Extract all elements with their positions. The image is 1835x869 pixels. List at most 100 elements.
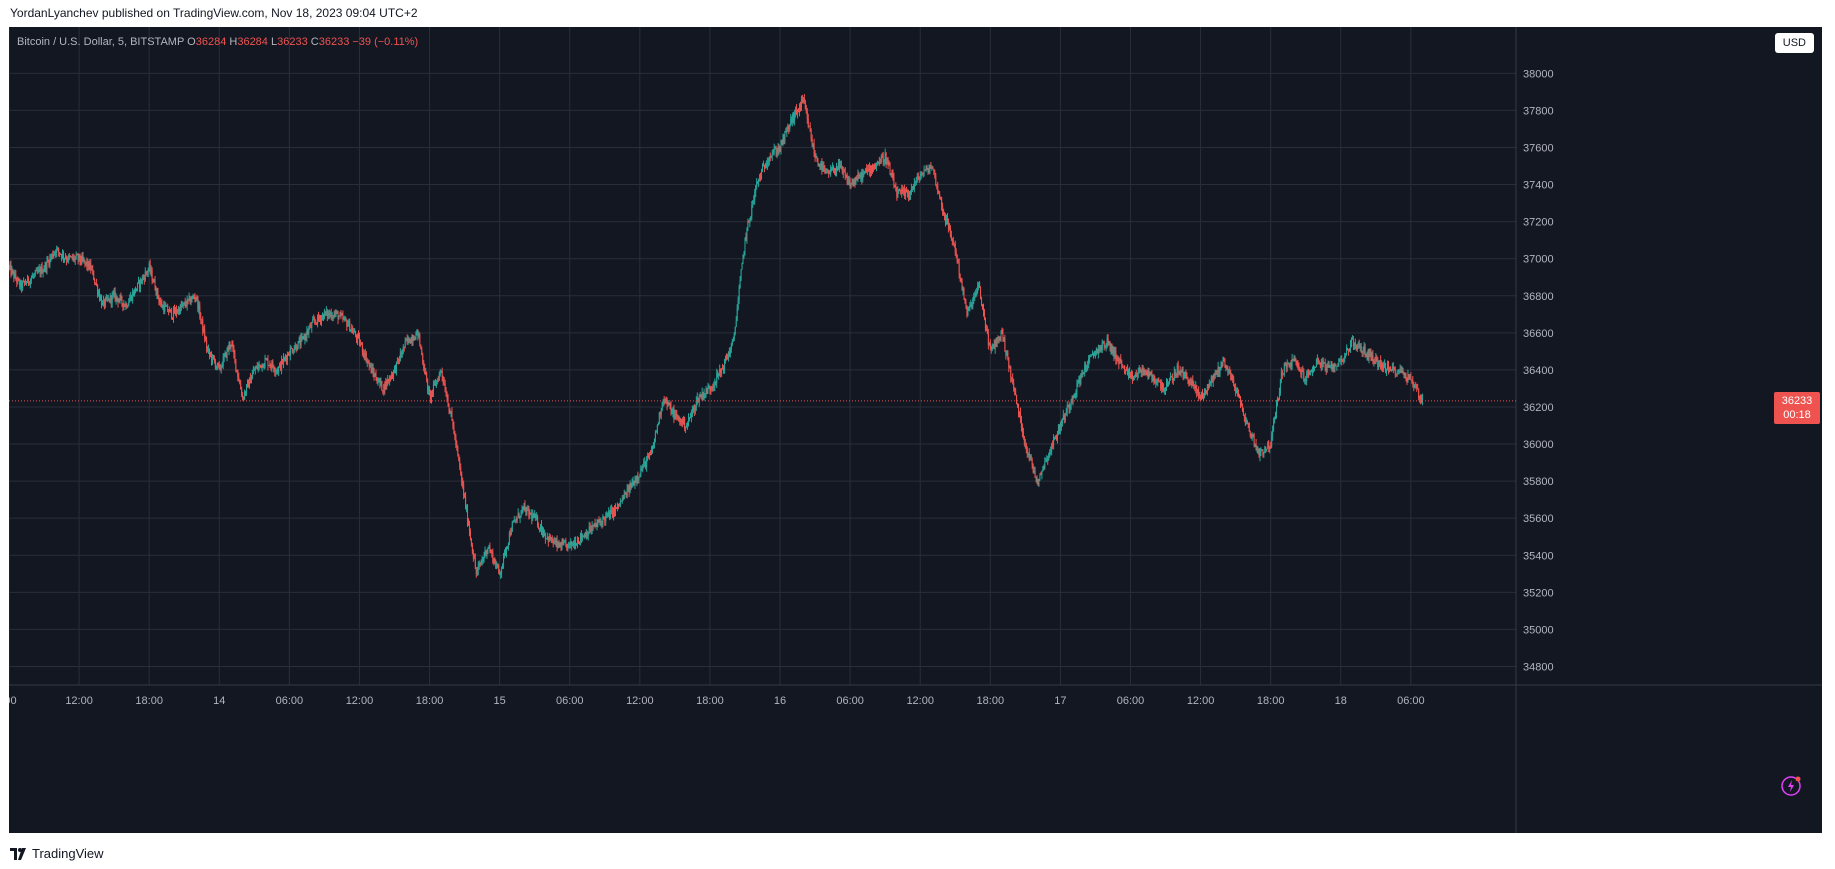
candle-body — [450, 411, 452, 413]
candle-body — [1055, 437, 1057, 439]
candle-body — [803, 98, 805, 103]
candle-body — [1130, 374, 1132, 375]
candle-body — [1085, 364, 1087, 371]
candle-body — [376, 379, 378, 384]
candle-body — [971, 304, 973, 308]
candle-body — [102, 299, 104, 303]
candle-body — [1139, 368, 1141, 373]
candle-body — [480, 562, 482, 565]
candle-body — [1328, 365, 1330, 367]
candle-body — [68, 255, 70, 257]
candle-body — [195, 297, 197, 299]
candle-body — [666, 401, 668, 406]
candle-body — [46, 260, 48, 270]
candle-body — [1318, 362, 1320, 364]
price-chart[interactable]: 3480035000352003540035600358003600036200… — [9, 27, 1822, 833]
candle-body — [254, 368, 256, 371]
candle-body — [809, 126, 811, 132]
candle-body — [960, 277, 962, 282]
candle-body — [629, 483, 631, 492]
candle-body — [241, 389, 243, 396]
candle-body — [1103, 341, 1105, 347]
candle-body — [1352, 338, 1354, 347]
candle-body — [230, 344, 232, 348]
candle-body — [1229, 370, 1231, 373]
candle-body — [851, 181, 853, 184]
candle-body — [681, 419, 683, 424]
candle-body — [596, 523, 598, 526]
candle-body — [760, 176, 762, 180]
candle-body — [658, 412, 660, 424]
candle-body — [414, 339, 416, 341]
candle-body — [946, 218, 948, 224]
candle-body — [1287, 363, 1289, 365]
candle-body — [114, 291, 116, 300]
candle-body — [274, 370, 276, 372]
candle-body — [578, 539, 580, 543]
candle-body — [264, 359, 266, 367]
candle-body — [1100, 345, 1102, 351]
candle-body — [567, 543, 569, 550]
candle-body — [95, 282, 97, 284]
candle-body — [1384, 363, 1386, 366]
candle-body — [277, 370, 279, 373]
candle-body — [1041, 470, 1043, 475]
currency-button[interactable]: USD — [1774, 33, 1814, 53]
candle-body — [1407, 374, 1409, 381]
candle-body — [550, 537, 552, 541]
candle-body — [485, 550, 487, 556]
candle-body — [1115, 350, 1117, 360]
x-tick-label: 18:00 — [696, 695, 724, 707]
candle-body — [593, 523, 595, 527]
candle-body — [312, 319, 314, 323]
legend-high-label: H — [229, 36, 238, 48]
candle-body — [1262, 449, 1264, 455]
candle-body — [273, 366, 275, 371]
candle-body — [758, 178, 760, 183]
candle-body — [1118, 358, 1120, 364]
candle-body — [1196, 385, 1198, 393]
candle-body — [810, 131, 812, 140]
candle-body — [461, 473, 463, 482]
candle-body — [1288, 363, 1290, 367]
candle-body — [607, 513, 609, 516]
candle-body — [1069, 405, 1071, 410]
candle-body — [1105, 345, 1107, 347]
candle-body — [619, 500, 621, 506]
candle-body — [775, 148, 777, 155]
footer-brand[interactable]: TradingView — [10, 846, 104, 861]
candle-body — [1401, 370, 1403, 373]
candle-body — [835, 167, 837, 172]
candle-body — [1106, 337, 1108, 346]
candle-body — [175, 309, 177, 314]
candle-body — [366, 361, 368, 363]
candle-body — [1015, 390, 1017, 396]
candle-body — [1389, 368, 1391, 371]
candle-body — [865, 168, 867, 172]
candle-body — [943, 210, 945, 216]
candle-body — [355, 331, 357, 337]
candle-body — [898, 189, 900, 192]
candle-body — [700, 395, 702, 398]
candle-body — [742, 255, 744, 263]
candle-body — [882, 156, 884, 162]
candle-body — [1102, 341, 1104, 343]
candle-body — [638, 477, 640, 479]
x-tick-label: 06:00 — [1117, 695, 1145, 707]
candle-body — [329, 313, 331, 316]
candle-body — [139, 279, 141, 288]
candle-body — [590, 530, 592, 532]
candle-body — [1269, 445, 1271, 449]
candle-body — [77, 255, 79, 260]
candle-body — [436, 379, 438, 382]
lightning-icon[interactable] — [1780, 775, 1802, 797]
candle-body — [386, 380, 388, 385]
candle-body — [31, 276, 33, 279]
candle-body — [582, 536, 584, 538]
candle-body — [1371, 354, 1373, 361]
candle-body — [562, 541, 564, 544]
candle-body — [1396, 372, 1398, 375]
chart-panel[interactable]: 34800 35000 35200 35400 35600 35800 36000 36200… — [9, 27, 1822, 833]
candle-body — [236, 369, 238, 371]
candle-body — [1392, 366, 1394, 368]
